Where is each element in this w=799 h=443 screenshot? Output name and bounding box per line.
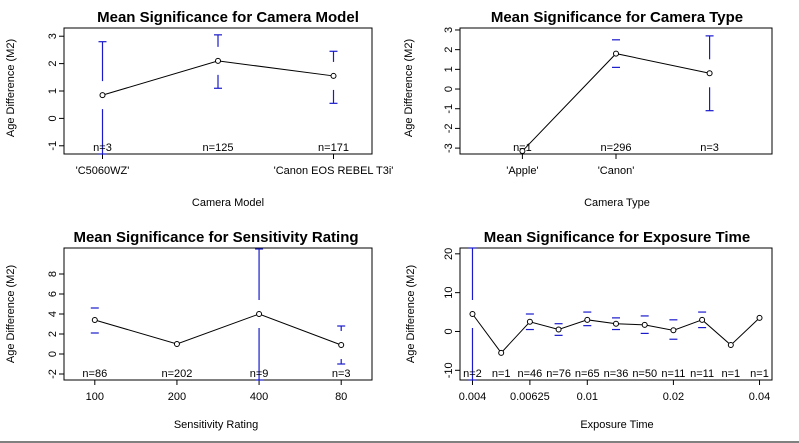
y-tick-label: -2 — [443, 124, 455, 134]
x-tick-label: 0.02 — [663, 391, 684, 403]
y-axis-label: Age Difference (M2) — [403, 39, 415, 137]
data-point — [256, 311, 263, 317]
x-tick-label: 0.01 — [577, 391, 598, 403]
y-axis-label: Age Difference (M2) — [5, 39, 17, 137]
x-tick-label: 400 — [250, 391, 268, 403]
n-label: n=3 — [700, 142, 719, 154]
y-tick-label: 1 — [443, 66, 455, 72]
data-point — [519, 148, 526, 155]
n-label: n=36 — [604, 368, 629, 380]
series-line — [94, 313, 342, 346]
x-axis-label: Exposure Time — [580, 419, 653, 431]
y-tick-label: 3 — [47, 33, 59, 39]
n-label: n=1 — [513, 142, 532, 154]
y-tick-label: 10 — [443, 287, 455, 299]
n-label: n=65 — [575, 368, 600, 380]
panel-camera-model: Mean Significance for Camera Model Camer… — [5, 9, 393, 209]
data-point — [338, 342, 345, 348]
y-tick-label: 2 — [47, 331, 59, 337]
n-label: n=1 — [492, 368, 511, 380]
x-tick-label: 0.00625 — [510, 391, 550, 403]
data-point — [699, 316, 706, 323]
y-tick-label: 2 — [47, 61, 59, 67]
n-label: n=1 — [721, 368, 740, 380]
y-tick-label: 0 — [443, 86, 455, 92]
y-tick-label: -1 — [47, 141, 59, 151]
n-label: n=1 — [750, 368, 769, 380]
y-tick-label: 4 — [47, 311, 59, 317]
data-point — [330, 72, 337, 79]
n-label: n=86 — [82, 368, 107, 380]
data-point — [173, 341, 180, 347]
y-tick-label: -2 — [47, 369, 59, 379]
y-tick-label: -10 — [443, 362, 455, 378]
n-label: n=296 — [601, 142, 632, 154]
x-axis-label: Sensitivity Rating — [174, 419, 258, 431]
y-tick-label: 1 — [47, 88, 59, 94]
data-point — [498, 349, 505, 356]
n-label: n=3 — [93, 142, 112, 154]
data-point — [613, 50, 619, 57]
panel-exposure-time: Mean Significance for Exposure Time Expo… — [405, 229, 773, 431]
n-label: n=46 — [517, 368, 542, 380]
data-point — [756, 314, 763, 321]
n-label: n=9 — [250, 368, 269, 380]
y-axis-label: Age Difference (M2) — [405, 265, 417, 363]
x-axis-label: Camera Model — [192, 197, 264, 209]
y-tick-label: 0 — [47, 351, 59, 357]
data-point — [727, 342, 734, 349]
y-tick-label: 6 — [47, 291, 59, 297]
data-point — [215, 57, 221, 64]
data-point — [613, 320, 619, 327]
y-tick-label: 3 — [443, 27, 455, 33]
y-tick-label: 2 — [443, 47, 455, 53]
data-point — [526, 318, 533, 325]
data-point — [706, 70, 713, 77]
plot-frame — [459, 247, 773, 381]
y-tick-label: -3 — [443, 143, 455, 153]
x-tick-label: 80 — [335, 391, 347, 403]
y-tick-label: -1 — [443, 104, 455, 114]
n-label: n=202 — [161, 368, 192, 380]
chart-title: Mean Significance for Camera Model — [97, 9, 359, 26]
x-tick-label: 'C5060WZ' — [76, 165, 130, 177]
data-point — [469, 311, 476, 317]
x-tick-label: 200 — [168, 391, 186, 403]
data-point — [641, 321, 648, 328]
data-point — [555, 326, 562, 333]
n-label: n=11 — [661, 368, 685, 380]
n-label: n=11 — [690, 368, 714, 380]
n-label: n=3 — [332, 368, 351, 380]
chart-title: Mean Significance for Exposure Time — [484, 229, 750, 246]
n-label: n=50 — [632, 368, 657, 380]
panel-camera-type: Mean Significance for Camera Type Camera… — [403, 9, 773, 209]
data-point — [584, 316, 591, 323]
y-tick-label: 20 — [443, 248, 455, 260]
x-tick-label: 'Canon' — [598, 165, 635, 177]
x-tick-label: 0.04 — [749, 391, 770, 403]
n-label: n=76 — [546, 368, 571, 380]
n-label: n=2 — [463, 368, 482, 380]
panel-sensitivity-rating: Mean Significance for Sensitivity Rating… — [5, 229, 373, 431]
x-tick-label: 'Canon EOS REBEL T3i' — [274, 165, 394, 177]
data-point — [99, 92, 106, 99]
x-tick-label: 'Apple' — [506, 165, 538, 177]
data-point — [91, 317, 98, 323]
y-axis-label: Age Difference (M2) — [5, 265, 17, 363]
y-tick-label: 8 — [47, 271, 59, 277]
chart-title: Mean Significance for Sensitivity Rating — [73, 229, 358, 246]
x-tick-label: 0.004 — [459, 391, 487, 403]
n-label: n=125 — [203, 142, 234, 154]
chart-title: Mean Significance for Camera Type — [491, 9, 743, 26]
x-axis-label: Camera Type — [584, 197, 650, 209]
y-tick-label: 0 — [443, 328, 455, 334]
n-label: n=171 — [318, 142, 349, 154]
data-point — [670, 327, 677, 334]
x-tick-label: 100 — [86, 391, 104, 403]
y-tick-label: 0 — [47, 115, 59, 121]
